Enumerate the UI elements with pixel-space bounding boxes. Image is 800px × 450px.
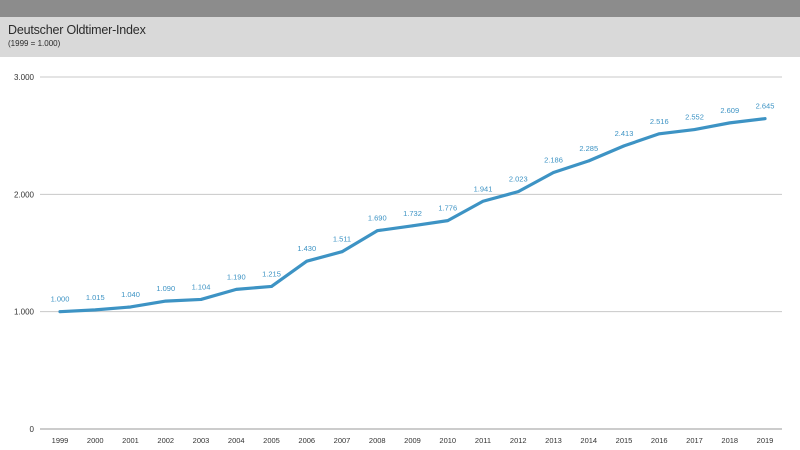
x-tick-label: 2011	[475, 436, 491, 445]
top-bar	[0, 0, 800, 17]
data-label: 1.690	[368, 214, 387, 223]
y-tick-label: 3.000	[14, 73, 35, 82]
data-point	[446, 219, 450, 223]
data-point	[693, 128, 696, 131]
data-label: 1.040	[121, 290, 140, 299]
data-point	[728, 121, 732, 125]
x-tick-label: 2009	[404, 436, 421, 445]
x-tick-label: 2000	[87, 436, 104, 445]
x-tick-label: 2007	[334, 436, 351, 445]
data-label: 2.609	[720, 106, 739, 115]
data-label: 1.430	[297, 244, 316, 253]
data-point	[270, 285, 273, 288]
data-point	[622, 144, 626, 148]
x-tick-label: 2017	[686, 436, 703, 445]
y-tick-label: 0	[30, 425, 35, 434]
data-point	[58, 310, 62, 314]
data-point	[657, 132, 661, 136]
data-point	[305, 259, 309, 263]
x-tick-label: 2003	[193, 436, 210, 445]
x-tick-label: 2012	[510, 436, 527, 445]
data-label: 1.215	[262, 269, 281, 278]
chart-subtitle: (1999 = 1.000)	[8, 39, 61, 48]
data-label: 1.941	[474, 184, 493, 193]
x-tick-label: 2002	[157, 436, 174, 445]
data-point	[411, 224, 414, 228]
x-tick-label: 2004	[228, 436, 245, 445]
data-label: 1.732	[403, 209, 422, 218]
data-label: 1.104	[192, 282, 211, 291]
data-label: 1.511	[333, 235, 351, 244]
data-point	[340, 250, 344, 254]
data-point	[587, 159, 591, 163]
chart-header: Deutscher Oldtimer-Index (1999 = 1.000)	[0, 17, 800, 57]
x-tick-label: 2005	[263, 436, 280, 445]
x-tick-label: 2019	[757, 436, 774, 445]
x-tick-label: 2010	[439, 436, 456, 445]
data-label: 1.015	[86, 293, 105, 302]
data-point	[552, 171, 555, 174]
x-tick-label: 1999	[52, 436, 69, 445]
data-point	[516, 190, 520, 194]
data-point	[481, 199, 485, 203]
x-tick-label: 2006	[298, 436, 315, 445]
data-label: 2.645	[756, 102, 775, 111]
x-tick-label: 2014	[580, 436, 597, 445]
data-point	[763, 117, 767, 121]
x-tick-label: 2001	[122, 436, 139, 445]
data-label: 1.000	[51, 295, 70, 304]
data-label: 2.285	[579, 144, 598, 153]
data-label: 2.023	[509, 175, 528, 184]
y-tick-label: 2.000	[14, 190, 35, 199]
data-point	[129, 305, 132, 309]
data-point	[199, 298, 203, 301]
data-label: 1.190	[227, 272, 246, 281]
y-tick-label: 1.000	[14, 308, 35, 317]
chart-title: Deutscher Oldtimer-Index	[8, 23, 146, 37]
data-label: 1.776	[438, 204, 457, 213]
data-point	[164, 299, 168, 303]
data-label: 2.413	[615, 129, 634, 138]
x-tick-label: 2008	[369, 436, 386, 445]
x-tick-label: 2013	[545, 436, 562, 445]
x-tick-label: 2016	[651, 436, 668, 445]
data-point	[93, 308, 97, 312]
data-label: 2.186	[544, 156, 563, 165]
data-point	[234, 287, 238, 291]
x-tick-label: 2015	[616, 436, 633, 445]
data-label: 1.090	[156, 284, 175, 293]
data-point	[375, 229, 379, 233]
data-label: 2.552	[685, 113, 704, 122]
x-tick-label: 2018	[721, 436, 738, 445]
data-label: 2.516	[650, 117, 669, 126]
